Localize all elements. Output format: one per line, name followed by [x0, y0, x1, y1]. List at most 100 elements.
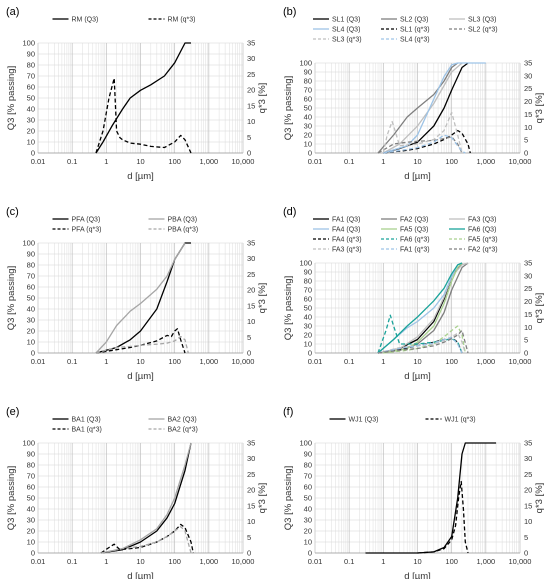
series-line-2	[417, 480, 469, 554]
legend-label: SL4 (Q3)	[332, 27, 360, 34]
series-line-4	[383, 62, 486, 154]
x-tick-label: 10,000	[232, 357, 255, 366]
y-right-tick-label: 25	[247, 70, 255, 79]
legend-label: SL3 (q*3)	[332, 37, 362, 44]
series-line-2	[377, 62, 459, 154]
y-left-tick-label: 0	[308, 549, 312, 558]
x-tick-label: 100	[168, 557, 181, 566]
y-right-tick-label: 5	[247, 333, 251, 342]
x-tick-label: 0.1	[67, 557, 77, 566]
y-left-tick-label: 40	[27, 505, 35, 514]
x-tick-label: 0.1	[67, 157, 77, 166]
y-right-tick-label: 15	[524, 110, 532, 119]
y-left-tick-label: 20	[304, 527, 312, 536]
y-left-tick-label: 50	[27, 94, 35, 103]
panel-label: (a)	[6, 6, 19, 18]
x-tick-label: 1,000	[199, 157, 218, 166]
panel-label: (c)	[6, 206, 19, 218]
legend-label: FA6 (q*3)	[400, 237, 430, 244]
y-left-tick-label: 50	[304, 304, 312, 313]
y-left-tick-label: 60	[27, 83, 35, 92]
chart-panel-2: (b)0.01 0.1 1 10 100 1,000 10,0000102030405060…	[283, 6, 545, 182]
y-left-tick-label: 50	[27, 294, 35, 303]
legend-label: BA1 (q*3)	[72, 427, 102, 434]
y-left-axis-title: Q3 [% passing]	[283, 466, 294, 530]
y-right-tick-label: 10	[524, 517, 532, 526]
y-left-tick-label: 30	[304, 516, 312, 525]
y-left-tick-label: 90	[27, 450, 35, 459]
legend-label: FA4 (Q3)	[332, 227, 360, 234]
legend-label: BA1 (Q3)	[72, 417, 101, 424]
y-left-tick-label: 100	[22, 39, 35, 48]
series-line-11	[377, 337, 463, 354]
y-left-tick-label: 60	[27, 283, 35, 292]
x-tick-label: 0.01	[31, 357, 46, 366]
panel-label: (b)	[283, 6, 296, 18]
series-group	[95, 242, 191, 354]
y-right-tick-label: 30	[524, 71, 532, 80]
y-right-tick-label: 25	[524, 84, 532, 93]
x-tick-label: 1,000	[476, 157, 495, 166]
y-right-axis-title: q*3 [%]	[257, 83, 268, 114]
y-right-tick-label: 30	[524, 454, 532, 463]
legend: WJ1 (Q3) WJ1 (q*3)	[329, 417, 476, 424]
y-right-tick-label: 30	[524, 271, 532, 280]
x-tick-label: 100	[168, 357, 181, 366]
y-left-tick-label: 30	[304, 122, 312, 131]
y-left-tick-label: 70	[27, 472, 35, 481]
x-tick-label: 0.01	[31, 557, 46, 566]
legend-label: RM (q*3)	[168, 17, 196, 24]
panel-label: (f)	[283, 406, 293, 418]
y-left-axis-title: Q3 [% passing]	[6, 466, 17, 530]
y-right-tick-label: 25	[247, 470, 255, 479]
y-left-tick-label: 40	[304, 113, 312, 122]
y-left-axis-title: Q3 [% passing]	[283, 276, 294, 340]
y-left-tick-label: 100	[22, 239, 35, 248]
legend-label: WJ1 (q*3)	[445, 417, 476, 424]
x-tick-label: 10	[136, 557, 144, 566]
chart-panel-6: (f)0.01 0.1 1 10 100 1,000 10,0000102030405060…	[283, 406, 545, 579]
x-tick-label: 0.1	[67, 357, 77, 366]
y-right-axis-title: q*3 [%]	[257, 283, 268, 314]
y-right-tick-label: 30	[247, 54, 255, 63]
y-left-tick-label: 60	[304, 483, 312, 492]
series-line-2	[100, 442, 192, 554]
y-right-tick-label: 5	[524, 336, 528, 345]
x-tick-label: 0.1	[344, 157, 354, 166]
series-line-3	[95, 328, 186, 354]
x-axis-title: d [µm]	[127, 171, 154, 182]
legend-label: FA2 (Q3)	[400, 217, 428, 224]
y-right-tick-label: 20	[524, 297, 532, 306]
y-left-tick-label: 70	[27, 72, 35, 81]
y-left-tick-label: 40	[304, 505, 312, 514]
legend-label: PBA (q*3)	[168, 227, 199, 234]
panel-label: (e)	[6, 406, 19, 418]
x-tick-label: 100	[445, 557, 458, 566]
y-right-tick-label: 25	[247, 270, 255, 279]
x-tick-label: 10	[413, 157, 421, 166]
chart-panel-5: (e)0.01 0.1 1 10 100 1,000 10,0000102030405060…	[6, 406, 268, 579]
y-left-tick-label: 60	[27, 483, 35, 492]
x-tick-label: 1,000	[476, 557, 495, 566]
y-left-tick-label: 50	[304, 494, 312, 503]
series-line-3	[382, 62, 463, 154]
x-tick-label: 10	[136, 157, 144, 166]
y-right-tick-label: 5	[247, 533, 251, 542]
y-right-axis-title: q*3 [%]	[534, 293, 545, 324]
y-right-tick-label: 20	[247, 86, 255, 95]
y-right-tick-label: 0	[247, 349, 251, 358]
y-left-tick-label: 90	[27, 50, 35, 59]
legend-label: SL1 (Q3)	[332, 17, 360, 24]
y-right-tick-label: 35	[247, 439, 255, 448]
y-left-tick-label: 50	[304, 104, 312, 113]
y-right-tick-label: 0	[247, 549, 251, 558]
x-tick-label: 0.01	[308, 557, 323, 566]
y-left-tick-label: 0	[308, 349, 312, 358]
series-group	[95, 42, 192, 154]
y-left-tick-label: 30	[27, 516, 35, 525]
x-tick-label: 1,000	[199, 357, 218, 366]
series-group	[365, 442, 497, 554]
series-line-1	[365, 442, 497, 554]
y-left-tick-label: 80	[304, 277, 312, 286]
x-tick-label: 1	[381, 357, 385, 366]
